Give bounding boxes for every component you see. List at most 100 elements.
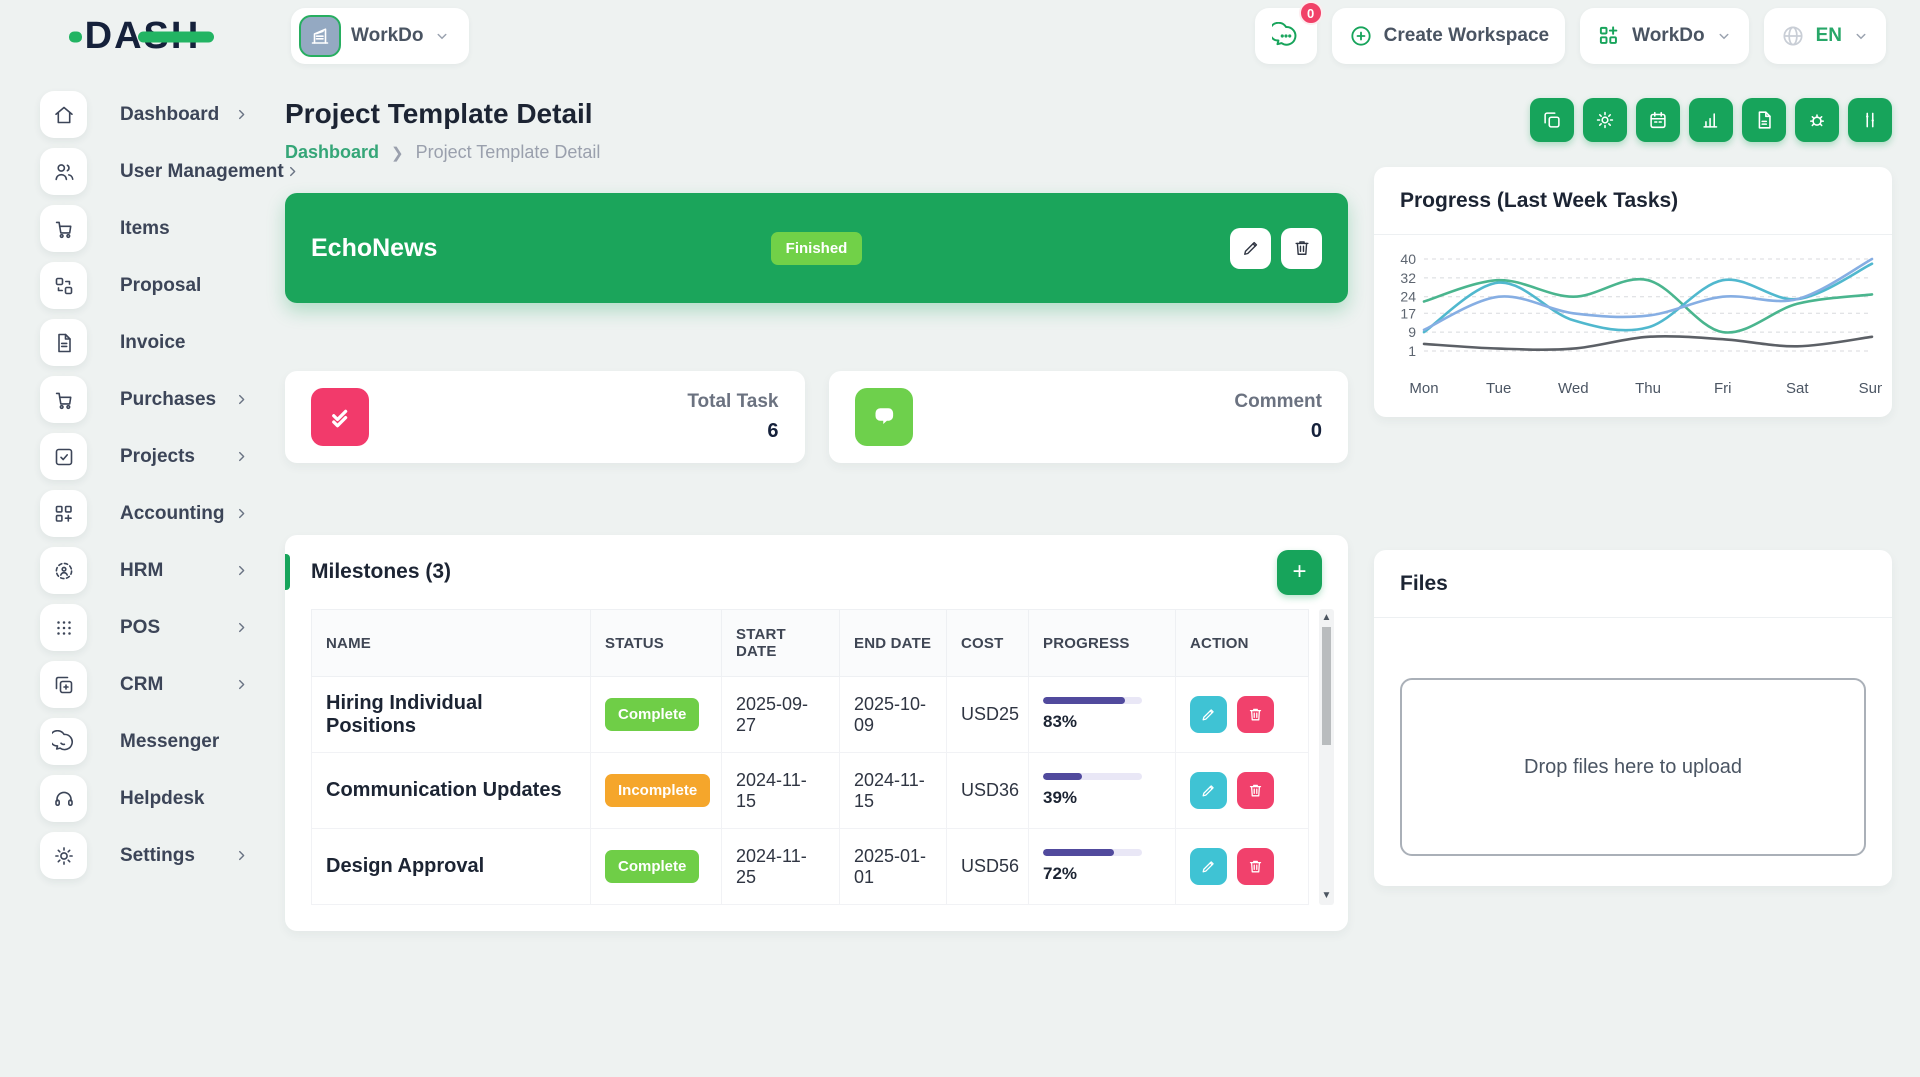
delete-milestone-button[interactable] [1237, 772, 1274, 809]
sidebar-item-crm[interactable]: CRM [40, 656, 250, 713]
workspace-switcher[interactable]: WorkDo [291, 8, 470, 64]
chevron-right-icon [233, 448, 250, 465]
grid-plus-icon [55, 505, 72, 522]
add-milestone-button[interactable]: + [1277, 549, 1322, 595]
scroll-up-icon[interactable]: ▲ [1321, 612, 1332, 623]
status-badge: Complete [605, 698, 700, 731]
comment-label: Comment [1234, 391, 1322, 412]
scrollbar-thumb[interactable] [1322, 627, 1331, 745]
sidebar-item-helpdesk[interactable]: Helpdesk [40, 770, 250, 827]
table-row: Hiring Individual Positions Complete 2025-… [311, 676, 1309, 753]
sidebar-item-hrm[interactable]: HRM [40, 542, 250, 599]
table-scrollbar[interactable]: ▲ ▼ [1319, 609, 1334, 905]
comment-card: Comment 0 [828, 371, 1348, 463]
board-button[interactable] [1848, 98, 1892, 142]
users-icon [54, 163, 73, 180]
grid-plus-icon [40, 490, 87, 537]
progress-bar [1043, 773, 1142, 780]
message-icon [40, 718, 87, 765]
total-task-value: 6 [767, 420, 779, 442]
svg-text:Fri: Fri [1714, 380, 1732, 397]
copy-icon [1544, 112, 1560, 128]
gear-icon [1596, 111, 1614, 129]
end-date: 2025-01-01 [854, 845, 927, 887]
chevron-right-icon [233, 676, 250, 693]
pencil-icon [1202, 709, 1214, 721]
messages-button[interactable]: 0 [1254, 1, 1323, 64]
cost: USD36 [961, 780, 1020, 800]
cost: USD25 [961, 704, 1020, 724]
workspace-building-icon [299, 15, 341, 57]
chevron-right-icon [239, 508, 245, 519]
exchange-icon [40, 262, 87, 309]
sidebar-item-label: HRM [120, 559, 164, 581]
svg-text:9: 9 [1408, 324, 1416, 340]
sidebar-item-projects[interactable]: Projects [40, 428, 250, 485]
delete-project-button[interactable] [1281, 227, 1323, 269]
double-check-icon [311, 388, 369, 446]
sidebar-item-label: Invoice [120, 331, 186, 353]
start-date: 2024-11-25 [736, 845, 807, 887]
sidebar-item-label: Messenger [120, 730, 220, 752]
create-workspace-button[interactable]: Create Workspace [1331, 8, 1566, 64]
dropzone-text: Drop files here to upload [1524, 755, 1742, 778]
logo-container: DASH [0, 15, 285, 58]
svg-text:Sun: Sun [1859, 380, 1882, 397]
app-logo[interactable]: DASH [68, 15, 215, 58]
language-code: EN [1815, 25, 1842, 46]
edit-milestone-button[interactable] [1190, 772, 1227, 809]
invoice-icon [40, 319, 87, 366]
main-content: Project Template Detail Dashboard ❯ Proj… [285, 72, 1920, 931]
scroll-down-icon[interactable]: ▼ [1321, 890, 1332, 901]
breadcrumb-dashboard-link[interactable]: Dashboard [285, 142, 380, 162]
progress-chart-card: Progress (Last Week Tasks) 40 32 24 17 9 1 Mon… [1374, 167, 1892, 417]
pencil-icon [1243, 241, 1257, 255]
top-header: DASH WorkDo 0 Create Workspace WorkDo [0, 0, 1920, 72]
file-dropzone[interactable]: Drop files here to upload [1400, 678, 1866, 856]
edit-project-button[interactable] [1230, 227, 1272, 269]
report-button[interactable] [1689, 98, 1733, 142]
delete-milestone-button[interactable] [1237, 848, 1274, 885]
sidebar-item-purchases[interactable]: Purchases [40, 371, 250, 428]
sidebar-item-label: Accounting [120, 502, 225, 524]
bug-button[interactable] [1795, 98, 1839, 142]
breadcrumb: Dashboard ❯ Project Template Detail [285, 142, 600, 163]
sidebar-item-messenger[interactable]: Messenger [40, 713, 250, 770]
trash-icon [1249, 708, 1262, 721]
sidebar-item-dashboard[interactable]: Dashboard [40, 86, 250, 143]
sidebar-item-settings[interactable]: Settings [40, 827, 250, 884]
cart-icon [40, 376, 87, 423]
calendar-button[interactable] [1636, 98, 1680, 142]
status-badge: Incomplete [605, 774, 711, 807]
exchange-icon [55, 277, 72, 294]
end-date: 2025-10-09 [854, 693, 927, 735]
workdo-menu-button[interactable]: WorkDo [1580, 8, 1749, 64]
sidebar-item-proposal[interactable]: Proposal [40, 257, 250, 314]
sidebar-item-accounting[interactable]: Accounting [40, 485, 250, 542]
duplicate-button[interactable] [1530, 98, 1574, 142]
language-selector[interactable]: EN [1763, 8, 1886, 64]
invoice-icon [57, 333, 71, 352]
sidebar-item-items[interactable]: Items [40, 200, 250, 257]
headset-icon [40, 775, 87, 822]
cart-icon [40, 205, 87, 252]
delete-milestone-button[interactable] [1237, 696, 1274, 733]
sidebar-item-pos[interactable]: POS [40, 599, 250, 656]
home-icon [54, 106, 73, 123]
chevron-right-icon [233, 562, 250, 579]
notes-button[interactable] [1742, 98, 1786, 142]
sidebar-item-user-management[interactable]: User Management [40, 143, 296, 200]
sidebar-item-invoice[interactable]: Invoice [40, 314, 250, 371]
chevron-right-icon [233, 847, 250, 864]
milestones-card: Milestones (3) + NAME STATUS START DATE END… [285, 535, 1348, 931]
project-name: EchoNews [311, 233, 438, 262]
settings-button[interactable] [1583, 98, 1627, 142]
files-title: Files [1400, 571, 1448, 595]
progress-bar [1043, 849, 1142, 856]
edit-milestone-button[interactable] [1190, 696, 1227, 733]
svg-text:1: 1 [1408, 343, 1416, 359]
headset-icon [54, 791, 73, 806]
edit-milestone-button[interactable] [1190, 848, 1227, 885]
chevron-right-icon [233, 106, 250, 123]
